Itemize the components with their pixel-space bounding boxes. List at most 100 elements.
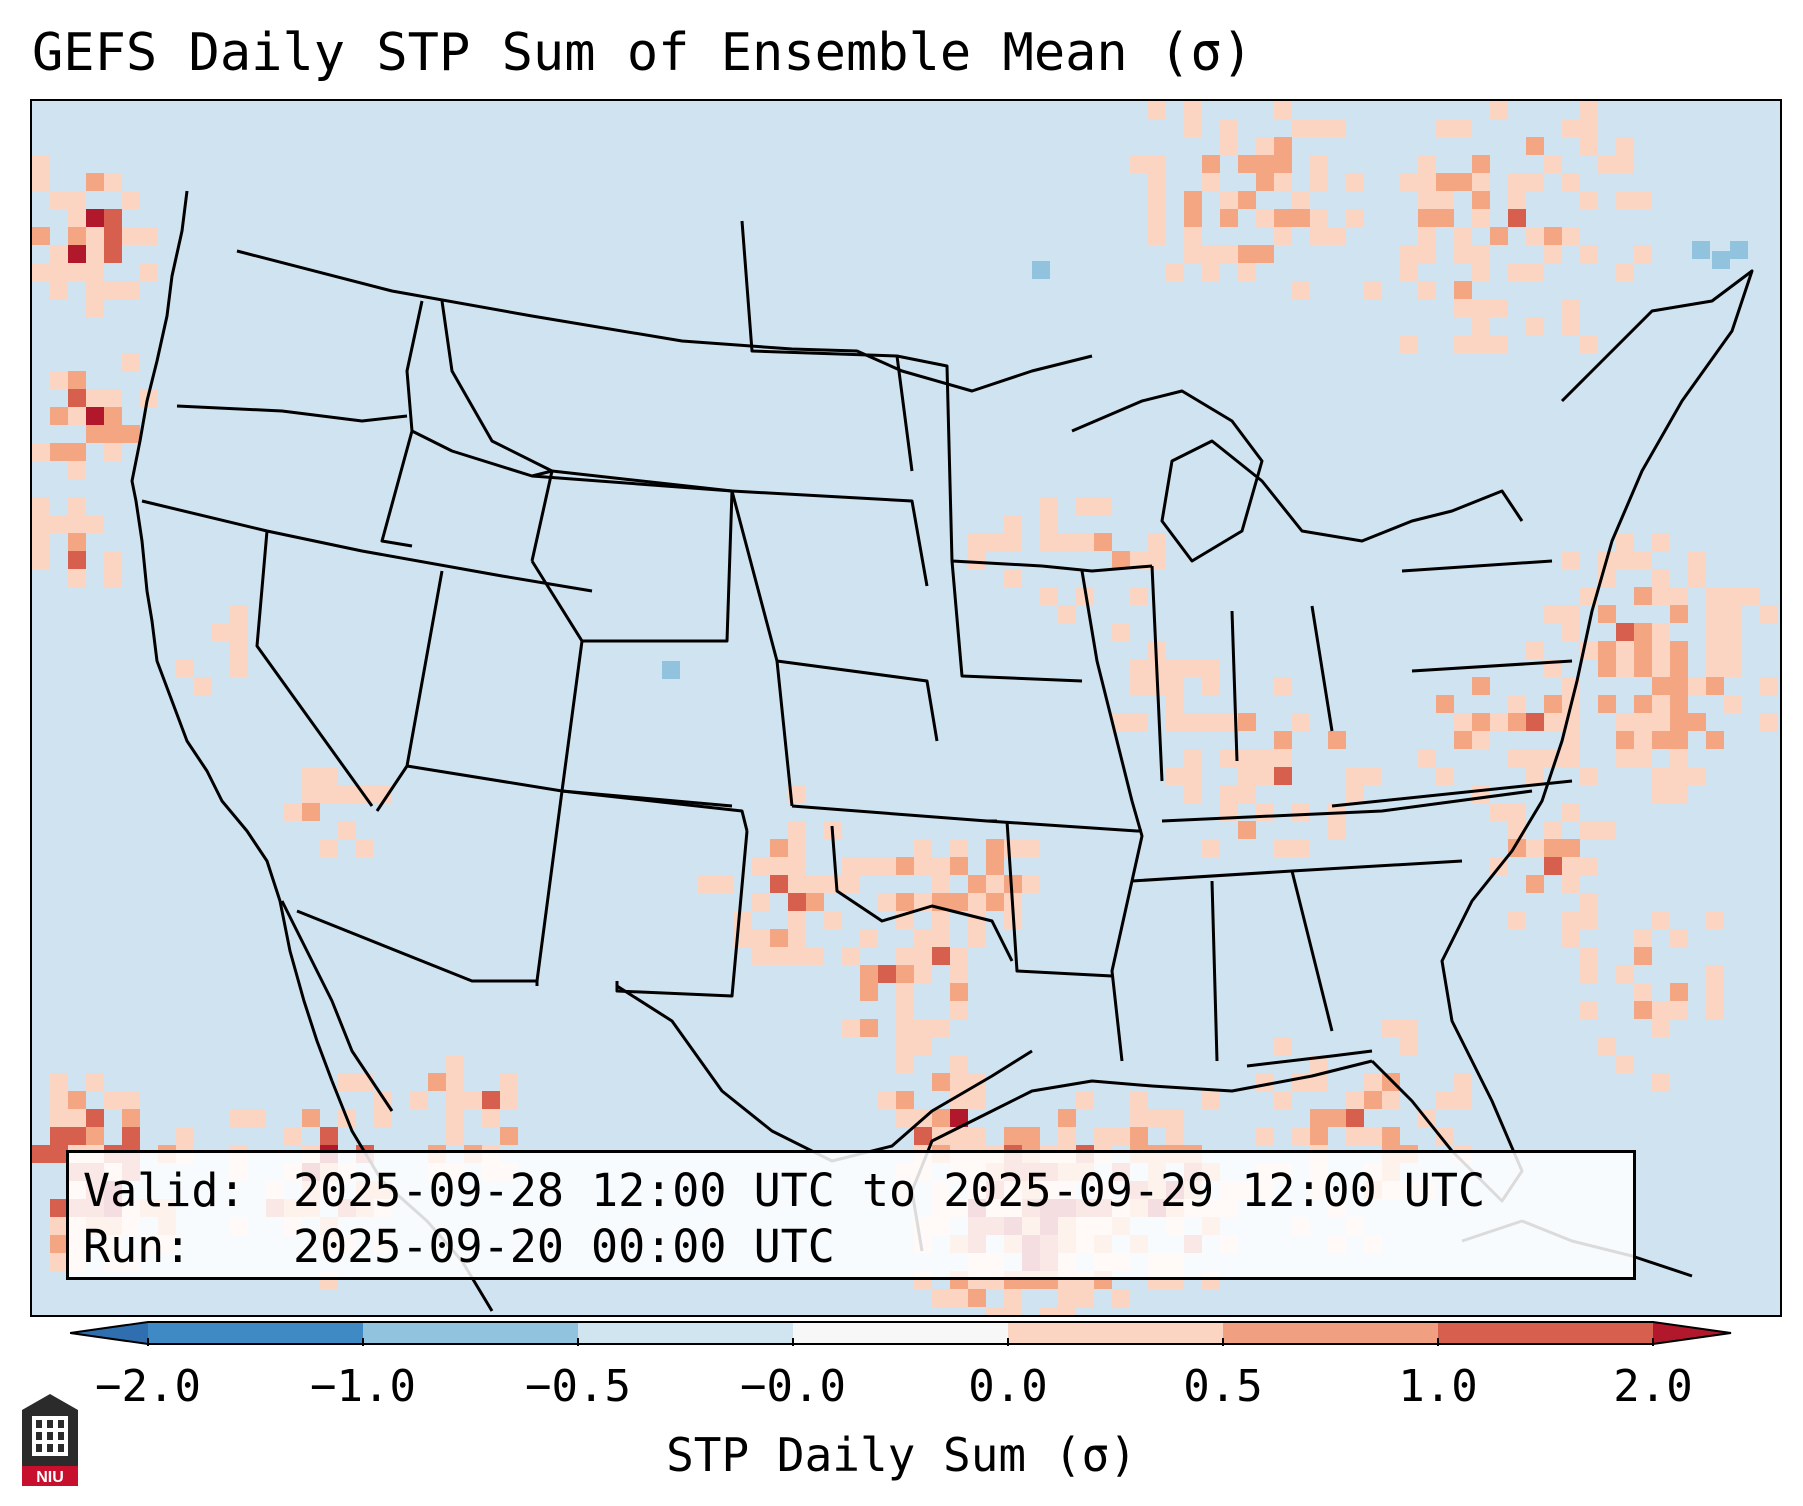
anomaly-cell bbox=[788, 947, 806, 965]
anomaly-cell bbox=[1598, 659, 1616, 677]
anomaly-cell bbox=[1058, 1307, 1076, 1315]
anomaly-cell bbox=[32, 173, 50, 191]
anomaly-cell bbox=[302, 767, 320, 785]
anomaly-cell bbox=[230, 641, 248, 659]
state-line-ga-fl bbox=[1246, 1049, 1373, 1068]
anomaly-cell bbox=[1004, 839, 1022, 857]
anomaly-cell bbox=[122, 191, 140, 209]
anomaly-cell bbox=[284, 1127, 302, 1145]
anomaly-cell bbox=[1652, 569, 1670, 587]
anomaly-cell bbox=[1094, 497, 1112, 515]
anomaly-cell bbox=[1274, 209, 1292, 227]
anomaly-cell bbox=[86, 209, 104, 227]
anomaly-cell bbox=[1400, 245, 1418, 263]
anomaly-cell bbox=[1652, 1073, 1670, 1091]
anomaly-cell bbox=[32, 551, 50, 569]
state-line-il-in bbox=[1150, 565, 1164, 782]
anomaly-cell bbox=[1634, 191, 1652, 209]
anomaly-cell bbox=[1166, 659, 1184, 677]
state-line-id-east bbox=[380, 300, 424, 548]
anomaly-cell-negative bbox=[662, 661, 680, 679]
anomaly-cell bbox=[1274, 749, 1292, 767]
anomaly-cell bbox=[950, 1109, 968, 1127]
anomaly-cell bbox=[32, 155, 50, 173]
anomaly-cell bbox=[1400, 335, 1418, 353]
anomaly-cell bbox=[1328, 119, 1346, 137]
anomaly-cell bbox=[1724, 605, 1742, 623]
anomaly-cell bbox=[302, 785, 320, 803]
anomaly-cell bbox=[1382, 1127, 1400, 1145]
anomaly-cell bbox=[68, 551, 86, 569]
anomaly-cell bbox=[68, 263, 86, 281]
anomaly-cell bbox=[86, 1109, 104, 1127]
state-line-nv-ut bbox=[375, 570, 444, 812]
anomaly-cell bbox=[1166, 263, 1184, 281]
anomaly-cell bbox=[1634, 245, 1652, 263]
anomaly-cell bbox=[1256, 173, 1274, 191]
anomaly-cell bbox=[914, 965, 932, 983]
anomaly-cell bbox=[1202, 263, 1220, 281]
anomaly-cell bbox=[968, 533, 986, 551]
anomaly-cell bbox=[1562, 623, 1580, 641]
anomaly-cell bbox=[1166, 713, 1184, 731]
anomaly-cell bbox=[1508, 911, 1526, 929]
anomaly-cell bbox=[1526, 317, 1544, 335]
anomaly-cell bbox=[986, 875, 1004, 893]
anomaly-cell bbox=[1616, 263, 1634, 281]
anomaly-cell bbox=[968, 1289, 986, 1307]
anomaly-cell bbox=[1580, 119, 1598, 137]
anomaly-cell bbox=[986, 533, 1004, 551]
anomaly-cell bbox=[1652, 1019, 1670, 1037]
anomaly-cell bbox=[896, 893, 914, 911]
anomaly-cell bbox=[1418, 191, 1436, 209]
anomaly-cell bbox=[1058, 1289, 1076, 1307]
anomaly-cell bbox=[1508, 263, 1526, 281]
anomaly-cell bbox=[824, 875, 842, 893]
anomaly-cell bbox=[230, 623, 248, 641]
anomaly-cell bbox=[1220, 785, 1238, 803]
anomaly-cell bbox=[1112, 1127, 1130, 1145]
anomaly-cell bbox=[896, 965, 914, 983]
anomaly-cell bbox=[1616, 137, 1634, 155]
anomaly-cell bbox=[1670, 767, 1688, 785]
anomaly-cell bbox=[1058, 1109, 1076, 1127]
anomaly-cell bbox=[1202, 173, 1220, 191]
colorbar-bin bbox=[1008, 1322, 1223, 1344]
anomaly-cell bbox=[1526, 749, 1544, 767]
anomaly-cell bbox=[950, 1091, 968, 1109]
anomaly-cell bbox=[1220, 713, 1238, 731]
anomaly-cell bbox=[1436, 191, 1454, 209]
anomaly-cell bbox=[50, 1253, 68, 1271]
chart-title: GEFS Daily STP Sum of Ensemble Mean (σ) bbox=[32, 23, 1253, 83]
valid-line: Valid: 2025-09-28 12:00 UTC to 2025-09-2… bbox=[83, 1163, 1619, 1219]
anomaly-cell bbox=[986, 839, 1004, 857]
anomaly-cell bbox=[932, 1073, 950, 1091]
anomaly-cell bbox=[1274, 137, 1292, 155]
anomaly-cell bbox=[896, 983, 914, 1001]
anomaly-cell bbox=[1598, 1037, 1616, 1055]
anomaly-cell bbox=[1544, 857, 1562, 875]
anomaly-cell bbox=[968, 875, 986, 893]
anomaly-cell bbox=[1472, 191, 1490, 209]
anomaly-cell bbox=[194, 677, 212, 695]
colorbar-tick-label: −1.0 bbox=[310, 1361, 416, 1412]
anomaly-cell bbox=[1706, 1001, 1724, 1019]
anomaly-cell bbox=[1274, 839, 1292, 857]
anomaly-cell bbox=[50, 281, 68, 299]
anomaly-cell bbox=[1670, 695, 1688, 713]
anomaly-cell bbox=[1670, 749, 1688, 767]
anomaly-cell bbox=[1742, 587, 1760, 605]
anomaly-cell bbox=[1724, 659, 1742, 677]
anomaly-cell bbox=[1094, 533, 1112, 551]
anomaly-cell bbox=[1346, 173, 1364, 191]
anomaly-cell bbox=[1130, 659, 1148, 677]
anomaly-cell bbox=[32, 533, 50, 551]
anomaly-cell bbox=[1652, 767, 1670, 785]
anomaly-cell bbox=[1076, 533, 1094, 551]
anomaly-cell bbox=[1274, 767, 1292, 785]
anomaly-cell bbox=[1508, 191, 1526, 209]
anomaly-cell bbox=[1418, 209, 1436, 227]
state-line-wa-or bbox=[176, 404, 408, 423]
anomaly-cell bbox=[1130, 677, 1148, 695]
anomaly-cell bbox=[1130, 155, 1148, 173]
